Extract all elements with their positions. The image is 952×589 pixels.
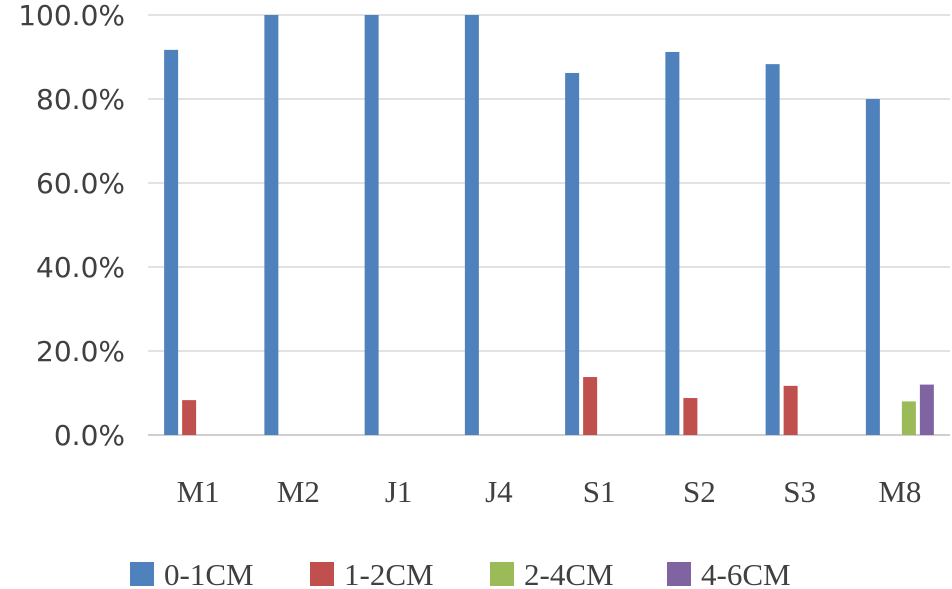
x-tick-label: J4 (485, 474, 513, 509)
bar-m8-4-6cm (919, 384, 934, 435)
bar-m2-0-1cm (264, 15, 279, 435)
legend-label: 4-6CM (701, 557, 791, 589)
bar-s1-0-1cm (565, 72, 580, 436)
x-axis-ticks: M1 M2 J1 J4 S1 S2 S3 M8 (177, 474, 922, 509)
y-tick-label: 0.0% (54, 419, 125, 452)
legend: 0-1CM 1-2CM 2-4CM 4-6CM (130, 557, 791, 589)
legend-swatch (667, 562, 691, 586)
bar-j4-0-1cm (464, 15, 479, 435)
y-tick-label: 60.0% (36, 167, 125, 200)
x-tick-label: S2 (683, 474, 716, 509)
x-tick-label: J1 (385, 474, 413, 509)
bar-m1-1-2cm (182, 400, 197, 435)
legend-label: 1-2CM (344, 557, 434, 589)
y-tick-label: 100.0% (18, 0, 125, 32)
legend-swatch (310, 562, 334, 586)
bar-s1-1-2cm (583, 377, 598, 435)
x-tick-label: M2 (277, 474, 320, 509)
bar-m1-0-1cm (164, 49, 179, 436)
legend-swatch (490, 562, 514, 586)
x-tick-label: S3 (783, 474, 816, 509)
gridlines (148, 14, 950, 436)
x-tick-label: S1 (583, 474, 616, 509)
bar-s3-0-1cm (765, 64, 780, 435)
x-tick-label: M8 (878, 474, 921, 509)
y-tick-label: 40.0% (36, 251, 125, 284)
legend-label: 0-1CM (164, 557, 254, 589)
bar-s2-0-1cm (665, 51, 680, 436)
bar-m8-2-4cm (901, 401, 916, 435)
legend-label: 2-4CM (524, 557, 614, 589)
bar-j1-0-1cm (364, 15, 379, 435)
bar-s3-1-2cm (783, 385, 798, 435)
y-tick-label: 20.0% (36, 335, 125, 368)
bar-s2-1-2cm (683, 398, 698, 435)
y-axis-ticks: 0.0% 20.0% 40.0% 60.0% 80.0% 100.0% (18, 0, 125, 452)
y-tick-label: 80.0% (36, 83, 125, 116)
legend-swatch (130, 562, 154, 586)
bar-m8-0-1cm (865, 99, 880, 435)
bars (164, 15, 934, 436)
x-tick-label: M1 (177, 474, 220, 509)
